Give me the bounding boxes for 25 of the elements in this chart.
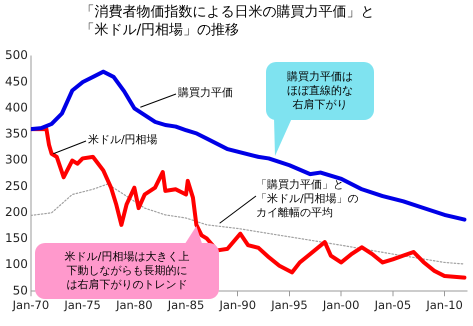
chart-title: 「消費者物価指数による日米の購買力平価」と「米ドル/円相場」の推移 [80, 3, 376, 39]
y-tick-label: 50 [12, 283, 28, 298]
x-tick-label: Jan-10 [425, 298, 463, 312]
annotation: 購買力平価はほぼ直線的な右肩下がり [286, 70, 354, 112]
y-tick-label: 200 [5, 204, 28, 219]
annotation: 「購買力平価」と「米ドル/円相場」のカイ離幅の平均 [256, 178, 360, 220]
y-tick-label: 350 [5, 126, 28, 141]
x-tick-label: Jan-85 [166, 298, 204, 312]
x-tick-label: Jan-95 [270, 298, 308, 312]
x-tick-label: Jan-05 [374, 298, 412, 312]
x-tick-label: Jan-75 [63, 298, 101, 312]
y-tick-label: 400 [5, 100, 28, 114]
x-tick-label: Jan-00 [322, 298, 360, 312]
y-tick-label: 300 [5, 152, 28, 167]
y-tick-label: 150 [5, 231, 28, 246]
y-tick-label: 500 [5, 48, 28, 62]
annotation: 米ドル/円相場 [88, 133, 159, 147]
annotation: 購買力平価 [178, 86, 234, 100]
x-tick-label: Jan-90 [218, 298, 256, 312]
annotation: 米ドル/円相場は大きく上下動しながらも長期的には右肩下がりのトレンド [64, 250, 190, 292]
y-tick-label: 450 [5, 74, 28, 88]
y-tick-label: 250 [5, 178, 28, 193]
y-tick-label: 100 [5, 257, 28, 272]
x-tick-label: Jan-70 [12, 298, 50, 312]
x-tick-label: Jan-80 [115, 298, 153, 312]
